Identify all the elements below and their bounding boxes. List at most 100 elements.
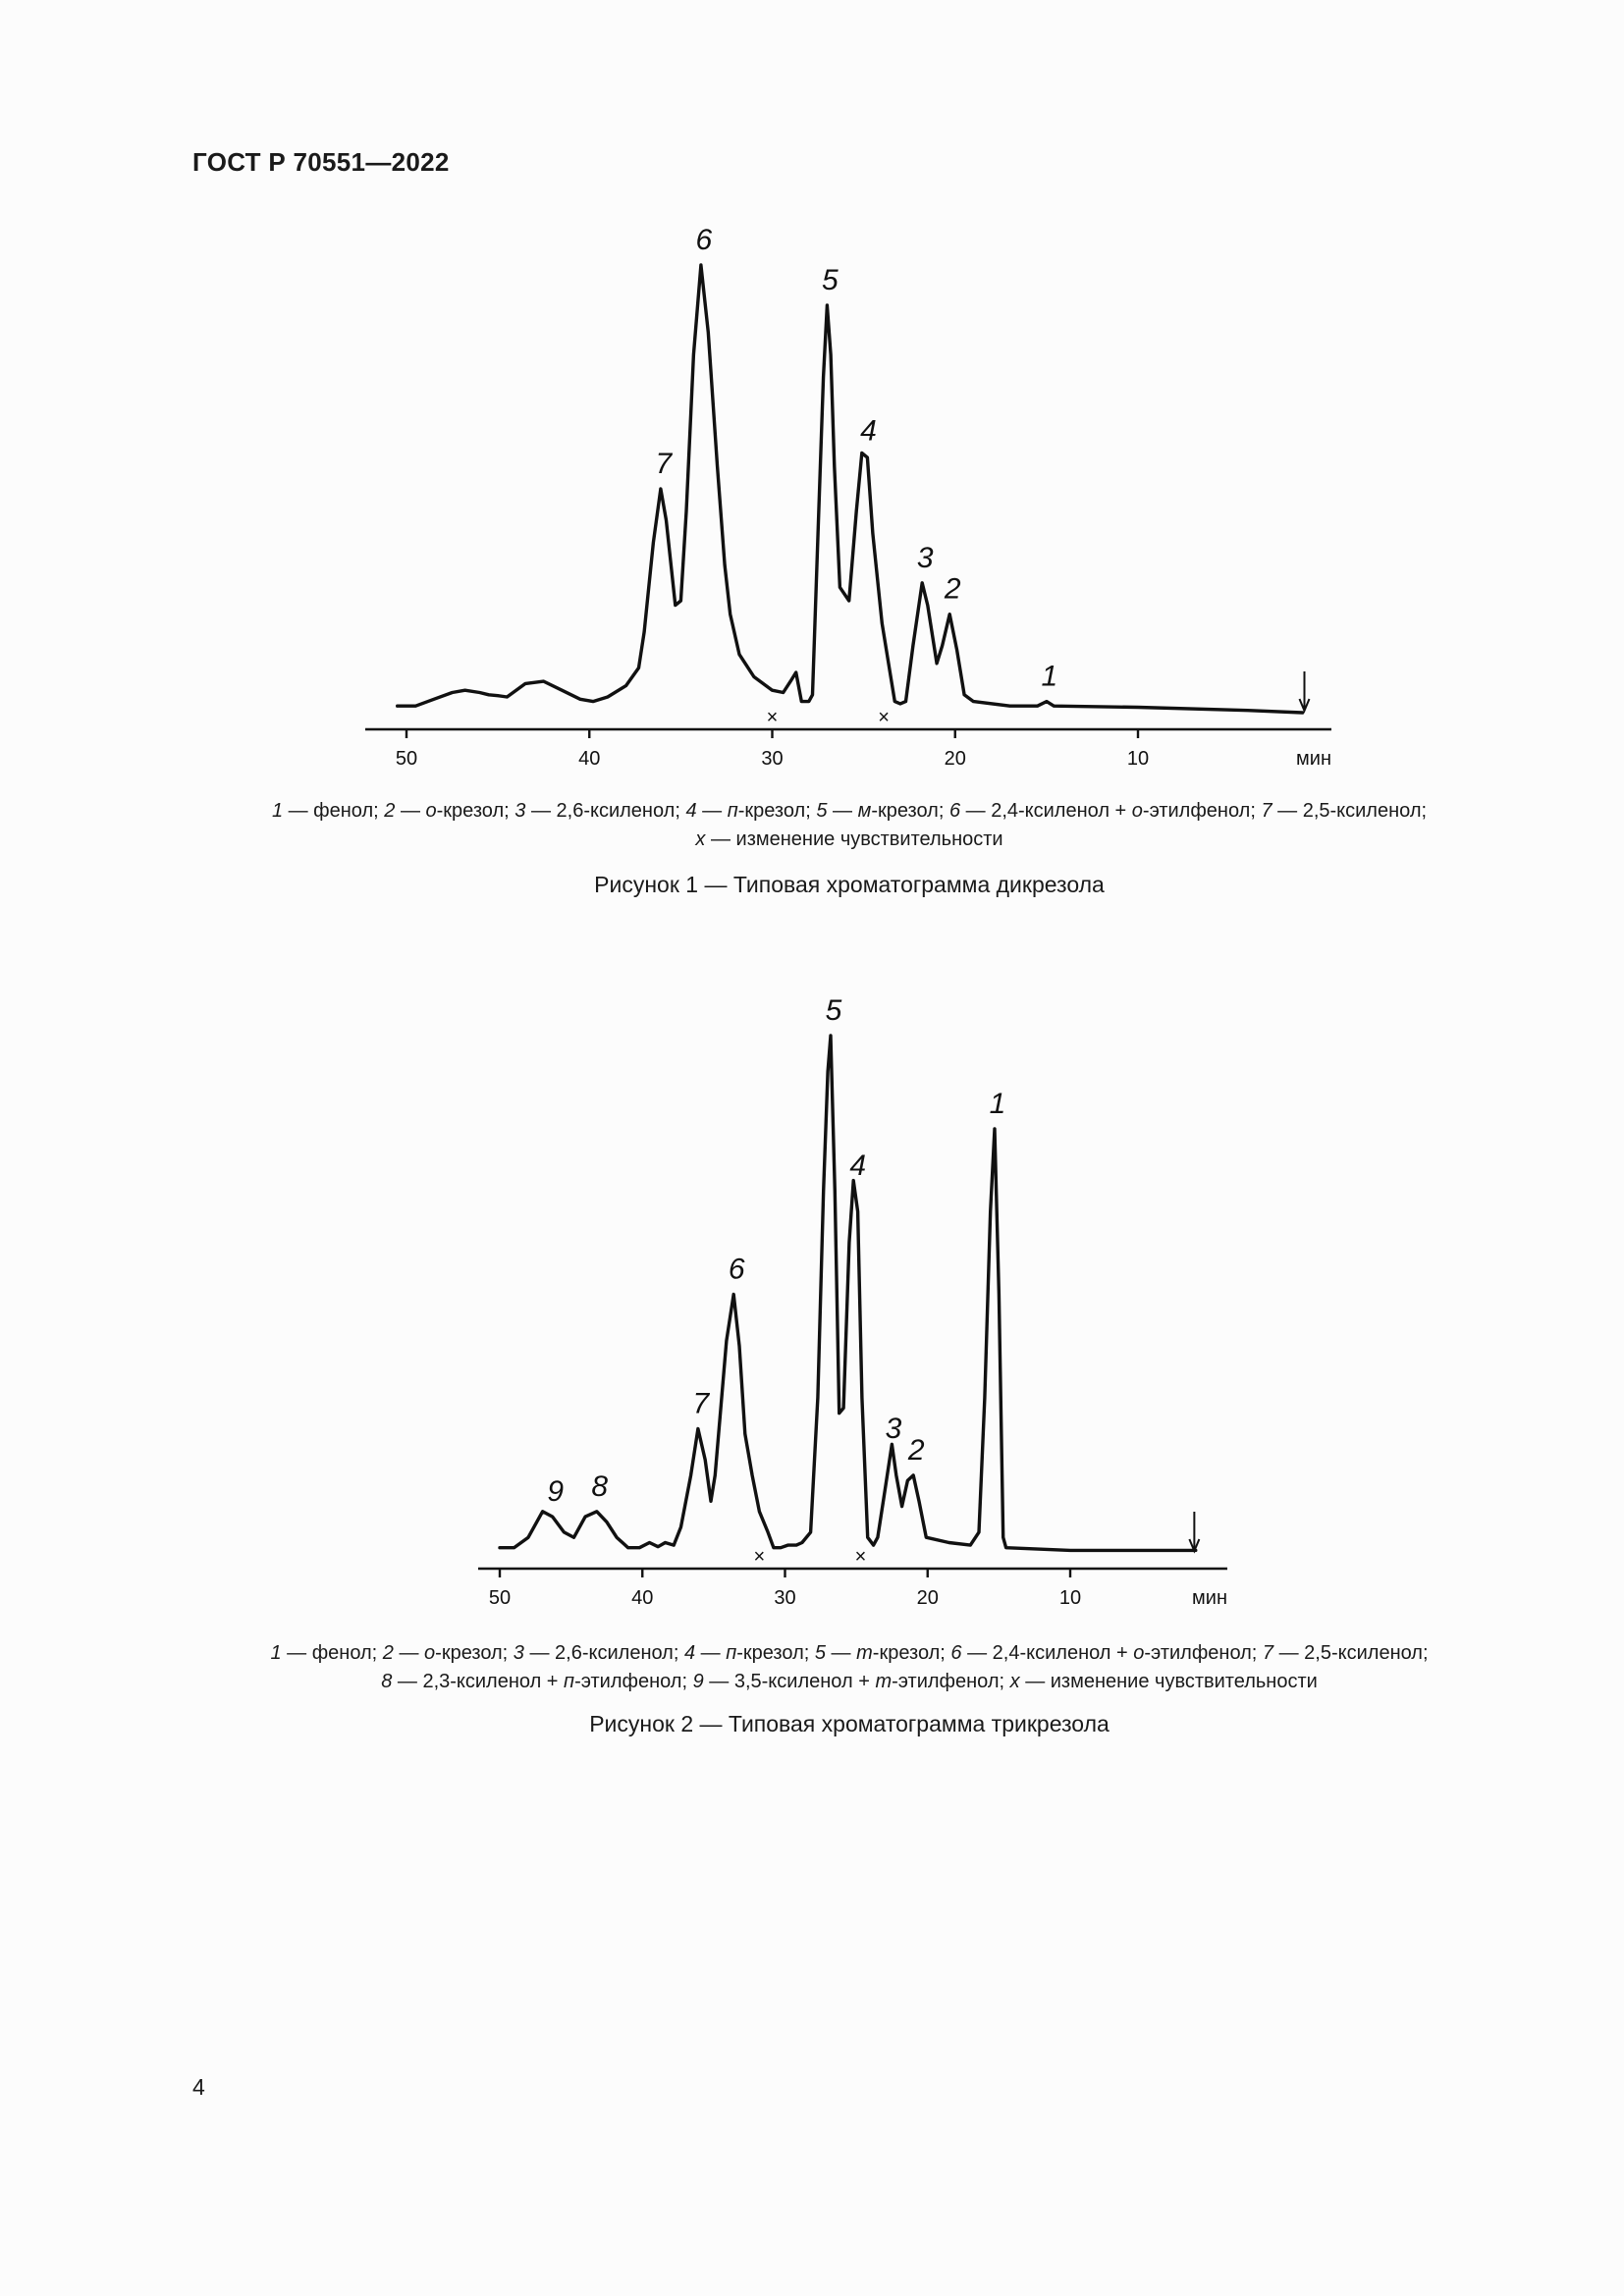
figure-1-title: Рисунок 1 — Типовая хроматограмма дикрез… — [594, 872, 1105, 897]
legend-segment: -крезол; — [872, 1642, 951, 1664]
legend-segment: — — [393, 1642, 425, 1664]
legend-segment: 6 — [950, 1642, 962, 1664]
legend-segment: -крезол; — [435, 1642, 514, 1664]
peak-label-5: 5 — [822, 264, 839, 296]
peak-label-8: 8 — [591, 1470, 608, 1503]
peak-label-7: 7 — [693, 1388, 711, 1420]
legend-segment: п — [727, 800, 738, 822]
legend-segment: — — [825, 1642, 857, 1664]
legend-segment: о — [1131, 800, 1143, 822]
legend-segment: — 3,5-ксиленол + — [703, 1671, 876, 1692]
legend-segment: — — [827, 800, 858, 822]
legend-segment: — 2,4-ксиленол + — [961, 1642, 1134, 1664]
x-tick-label: 10 — [1127, 748, 1149, 770]
legend-segment: м — [857, 800, 872, 822]
legend-segment: 3 — [514, 800, 526, 822]
legend-segment: — 2,5-ксиленол; — [1273, 1642, 1429, 1664]
page-number: 4 — [192, 2074, 205, 2100]
legend-segment: m — [875, 1671, 893, 1692]
x-axis-unit: мин — [1296, 748, 1331, 770]
sensitivity-change-mark: × — [754, 1546, 766, 1568]
legend-segment: — фенол; — [281, 1642, 383, 1664]
chromatogram-trace — [396, 263, 1305, 715]
legend-segment: 1 — [270, 1642, 282, 1664]
peak-label-3: 3 — [917, 542, 934, 574]
legend-segment: — — [696, 800, 728, 822]
legend-segment: 3 — [513, 1642, 524, 1664]
legend-segment: о — [424, 1642, 436, 1664]
legend-segment: -крезол; — [736, 1642, 815, 1664]
legend-segment: — изменение чувствительности — [1019, 1671, 1318, 1692]
legend-segment: о — [425, 800, 437, 822]
figure-1-legend-line-1: 1 — фенол; 2 — о-крезол; 3 — 2,6-ксилено… — [187, 797, 1512, 826]
legend-segment: -этилфенол; — [1144, 1642, 1263, 1664]
legend-segment: — 2,5-ксиленол; — [1272, 800, 1428, 822]
legend-segment: 8 — [381, 1671, 393, 1692]
figure-1-legend: 1 — фенол; 2 — о-крезол; 3 — 2,6-ксилено… — [187, 797, 1512, 854]
legend-segment: x — [695, 828, 706, 850]
legend-segment: 4 — [685, 800, 697, 822]
x-tick-label: 10 — [1059, 1587, 1081, 1609]
legend-segment: -этилфенол; — [574, 1671, 693, 1692]
legend-segment: 7 — [1261, 800, 1272, 822]
peak-label-1: 1 — [1042, 661, 1058, 693]
peak-label-7: 7 — [656, 448, 674, 480]
legend-segment: — 2,6-ксиленол; — [525, 800, 686, 822]
x-tick-label: 30 — [761, 748, 783, 770]
legend-segment: -этилфенол; — [892, 1671, 1010, 1692]
legend-segment: — 2,3-ксиленол + — [392, 1671, 565, 1692]
peak-label-9: 9 — [547, 1475, 564, 1508]
legend-segment: x — [1009, 1671, 1020, 1692]
sensitivity-change-mark: × — [767, 707, 779, 728]
x-tick-label: 40 — [578, 748, 600, 770]
injection-arrow-icon — [1188, 1512, 1201, 1554]
peak-label-6: 6 — [729, 1254, 745, 1286]
x-tick-label: 50 — [489, 1587, 511, 1609]
legend-segment: -крезол; — [436, 800, 515, 822]
legend-segment: 5 — [814, 1642, 826, 1664]
legend-segment: -крезол; — [737, 800, 817, 822]
legend-segment: — 2,4-ксиленол + — [960, 800, 1132, 822]
chromatogram-tricresol: 50 40 30 20 10 мин 1 2 3 4 5 6 7 8 9 × × — [0, 987, 1624, 1615]
peak-label-2: 2 — [944, 573, 961, 606]
legend-segment: о — [1133, 1642, 1145, 1664]
legend-segment: — 2,6-ксиленол; — [523, 1642, 684, 1664]
legend-segment: 6 — [948, 800, 961, 822]
legend-segment: m — [856, 1642, 873, 1664]
x-tick-label: 40 — [631, 1587, 653, 1609]
legend-segment: 9 — [692, 1671, 704, 1692]
sensitivity-change-mark: × — [855, 1546, 867, 1568]
peak-label-2: 2 — [907, 1434, 925, 1467]
chromatogram-trace — [498, 1034, 1198, 1553]
chromatogram-dicresol: 50 40 30 20 10 мин 1 2 3 4 5 6 7 × × — [0, 216, 1624, 785]
injection-arrow-icon — [1298, 671, 1311, 714]
document-header: ГОСТ Р 70551—2022 — [192, 147, 450, 177]
figure-2-legend-line-1: 1 — фенол; 2 — о-крезол; 3 — 2,6-ксилено… — [187, 1639, 1512, 1668]
legend-segment: — — [395, 800, 426, 822]
legend-segment: 4 — [683, 1642, 696, 1664]
legend-segment: -этилфенол; — [1142, 800, 1262, 822]
x-axis-unit: мин — [1192, 1587, 1227, 1609]
x-tick-label: 20 — [917, 1587, 939, 1609]
legend-segment: 2 — [384, 800, 396, 822]
legend-segment: п — [726, 1642, 737, 1664]
peak-label-5: 5 — [826, 994, 842, 1027]
figure-2-legend-line-2: 8 — 2,3-ксиленол + п-этилфенол; 9 — 3,5-… — [187, 1668, 1512, 1696]
figure-2-legend: 1 — фенол; 2 — о-крезол; 3 — 2,6-ксилено… — [187, 1639, 1512, 1696]
legend-segment: 2 — [382, 1642, 394, 1664]
legend-segment: 7 — [1262, 1642, 1274, 1664]
figure-1-legend-line-2: x — изменение чувствительности — [187, 826, 1512, 854]
peak-label-4: 4 — [849, 1149, 866, 1182]
legend-segment: 5 — [816, 800, 828, 822]
figure-2-title: Рисунок 2 — Типовая хроматограмма трикре… — [589, 1711, 1110, 1736]
legend-segment: -крезол; — [871, 800, 949, 822]
legend-segment: — фенол; — [283, 800, 385, 822]
legend-segment: — изменение чувствительности — [705, 828, 1003, 850]
x-tick-label: 20 — [945, 748, 966, 770]
sensitivity-change-mark: × — [878, 707, 890, 728]
legend-segment: — — [695, 1642, 727, 1664]
peak-label-3: 3 — [886, 1413, 902, 1445]
x-tick-label: 30 — [774, 1587, 795, 1609]
peak-label-4: 4 — [860, 415, 877, 448]
